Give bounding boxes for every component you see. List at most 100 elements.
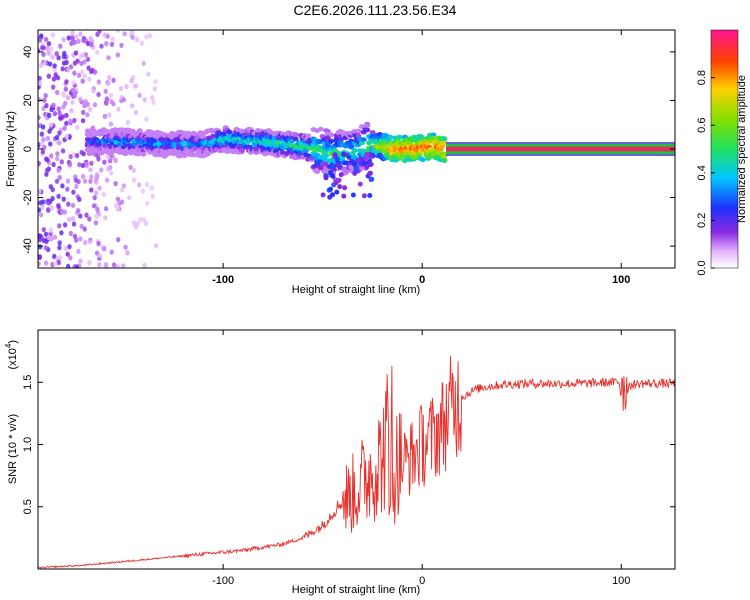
- heat-noise-blob: [74, 153, 80, 159]
- heat-noise-blob: [38, 244, 43, 250]
- heat-noise-blob: [61, 37, 66, 43]
- heat-noise-blob: [38, 189, 42, 195]
- colorbar-tick-label: 0.0: [696, 260, 708, 275]
- heat-noise-blob: [65, 251, 70, 257]
- heat-noise-blob: [89, 187, 94, 193]
- heat-noise-blob: [149, 185, 155, 191]
- colorbar-tick-label: 0.8: [696, 70, 708, 85]
- heat-noise-blob: [115, 52, 121, 58]
- heat-noise-blob: [131, 177, 137, 183]
- heat-noise-blob: [96, 91, 101, 98]
- heat-noise-blob: [66, 35, 71, 41]
- heat-noise-blob: [39, 33, 44, 39]
- heat-noise-blob: [103, 99, 109, 105]
- heat-ridge-cell: [419, 157, 426, 163]
- heat-ridge-cell: [323, 153, 329, 159]
- heat-noise-blob: [91, 203, 97, 209]
- heat-noise-blob: [64, 134, 70, 140]
- heat-noise-blob: [102, 32, 108, 38]
- colorbar-tick-label: 0.2: [696, 213, 708, 228]
- heat-noise-blob: [47, 128, 52, 134]
- heat-noise-blob: [47, 61, 53, 67]
- heat-noise-blob: [39, 131, 44, 137]
- bottom-y-tick-label: 0.5: [22, 499, 34, 514]
- heat-noise-blob: [77, 196, 82, 202]
- heat-noise-blob: [58, 255, 63, 261]
- heat-noise-blob: [58, 43, 63, 49]
- heat-noise-blob: [72, 93, 78, 99]
- heat-noise-blob: [102, 113, 108, 119]
- snr-line: [38, 355, 675, 569]
- heat-noise-blob: [59, 230, 64, 236]
- heat-noise-blob: [65, 178, 71, 184]
- heat-spread-cell: [362, 155, 368, 161]
- heat-spread-cell: [327, 194, 333, 200]
- heat-noise-blob: [75, 124, 80, 130]
- heat-spread-cell: [352, 170, 358, 176]
- heat-noise-blob: [63, 245, 68, 252]
- heat-ridge-cell: [208, 128, 215, 134]
- heat-noise-blob: [67, 217, 72, 223]
- carrier-band-halo-top: [446, 142, 675, 144]
- heat-noise-blob: [67, 161, 73, 167]
- heat-noise-blob: [59, 159, 64, 165]
- heat-noise-blob: [87, 216, 92, 222]
- heat-noise-blob: [152, 86, 158, 92]
- heat-noise-blob: [82, 239, 88, 246]
- heat-noise-blob: [57, 174, 62, 181]
- heat-noise-blob: [70, 202, 76, 208]
- heat-noise-blob: [79, 60, 84, 66]
- snr-line-series: [38, 355, 675, 569]
- heat-noise-blob: [96, 79, 102, 85]
- heat-noise-blob: [139, 40, 145, 46]
- heat-noise-blob: [84, 161, 89, 167]
- heat-noise-blob: [64, 59, 69, 66]
- heat-noise-blob: [130, 103, 135, 109]
- heat-noise-blob: [85, 41, 91, 47]
- heat-ridge-cell: [122, 151, 129, 157]
- heat-noise-blob: [103, 206, 109, 212]
- heat-noise-blob: [60, 91, 66, 97]
- bottom-y-axis-label: SNR (10 * v/v): [7, 414, 19, 484]
- heat-noise-blob: [130, 34, 135, 40]
- top-axis-ticks: -100 0 100 -40 -20 0 20 40: [22, 30, 675, 286]
- heat-noise-blob: [88, 36, 93, 42]
- heat-noise-blob: [78, 213, 83, 219]
- heat-noise-blob: [83, 52, 89, 58]
- heat-noise-blob: [74, 183, 79, 189]
- heat-noise-blob: [106, 55, 111, 61]
- heat-noise-blob: [38, 37, 43, 43]
- heat-noise-blob: [52, 234, 58, 240]
- heat-noise-blob: [57, 140, 62, 146]
- heat-noise-blob: [38, 160, 41, 166]
- heat-noise-blob: [50, 32, 56, 38]
- heat-noise-blob: [66, 201, 71, 207]
- heat-noise-blob: [53, 261, 58, 267]
- heat-noise-blob: [46, 73, 51, 79]
- heat-ridge-cell: [140, 151, 147, 157]
- bottom-axis-ticks: -100 0 100 0.5 1.0 1.5: [22, 330, 675, 587]
- heat-noise-blob: [106, 80, 111, 86]
- heat-noise-blob: [80, 78, 85, 84]
- heat-noise-blob: [101, 191, 106, 198]
- heat-ridge-cell: [317, 126, 324, 132]
- heat-spread-cell: [341, 151, 347, 157]
- heat-noise-blob: [150, 95, 155, 101]
- heat-noise-blob: [56, 167, 61, 174]
- heat-noise-blob: [41, 237, 47, 244]
- heat-noise-blob: [62, 100, 68, 107]
- heat-noise-blob: [48, 141, 53, 147]
- heat-noise-blob: [52, 253, 57, 259]
- heat-noise-blob: [50, 187, 55, 193]
- heat-noise-blob: [55, 156, 60, 162]
- heat-spread-cell: [364, 164, 370, 170]
- heat-noise-blob: [127, 195, 132, 201]
- heat-noise-blob: [65, 67, 71, 73]
- colorbar-tick-label: 0.4: [696, 165, 708, 180]
- heat-noise-blob: [76, 208, 81, 214]
- heat-noise-blob: [57, 130, 62, 136]
- heat-noise-blob: [41, 137, 46, 143]
- heat-noise-blob: [70, 36, 75, 42]
- heat-noise-blob: [134, 37, 140, 43]
- heat-noise-blob: [85, 101, 90, 107]
